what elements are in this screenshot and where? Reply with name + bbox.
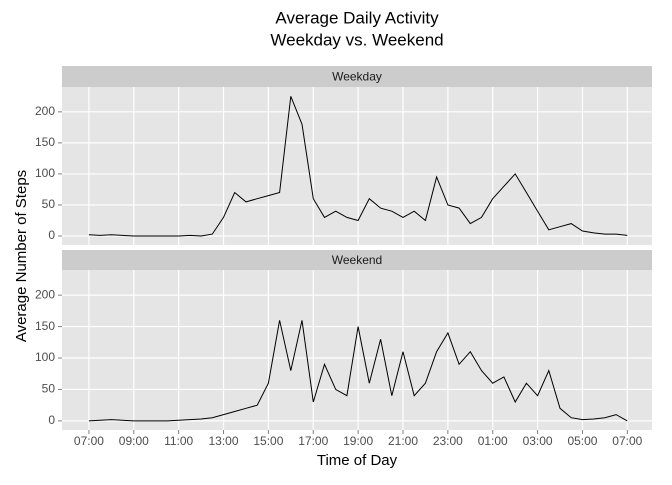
y-tick-label: 200 [35,287,55,301]
x-tick-label: 07:00 [612,434,642,448]
x-tick-label: 05:00 [567,434,597,448]
y-tick-label: 50 [42,197,56,211]
y-tick-label: 150 [35,135,55,149]
y-tick-label: 150 [35,319,55,333]
y-tick-label: 0 [48,228,55,242]
x-tick-label: 19:00 [343,434,373,448]
y-axis-label: Average Number of Steps [13,170,30,342]
x-tick-label: 09:00 [119,434,149,448]
x-tick-label: 13:00 [209,434,239,448]
x-tick-label: 15:00 [253,434,283,448]
x-tick-label: 23:00 [433,434,463,448]
x-tick-label: 01:00 [478,434,508,448]
x-tick-label: 07:00 [74,434,104,448]
data-line [88,96,628,237]
y-tick-label: 0 [48,413,55,427]
x-tick-label: 03:00 [523,434,553,448]
x-axis-label: Time of Day [317,452,398,469]
panel-background [62,87,652,245]
facet-strip [62,250,652,270]
x-tick-label: 11:00 [164,434,193,448]
y-tick-label: 100 [35,350,55,364]
chart-subtitle: Weekday vs. Weekend [270,30,443,49]
chart-title: Average Daily Activity [275,8,439,27]
x-tick-label: 21:00 [388,434,418,448]
y-tick-label: 100 [35,166,55,180]
y-tick-label: 50 [42,382,56,396]
facet-strip [62,66,652,87]
facet-label: Weekday [332,70,382,84]
facet-label: Weekend [332,253,382,267]
data-line [88,320,628,422]
y-tick-label: 200 [35,104,55,118]
panel-background [62,270,652,430]
x-tick-label: 17:00 [298,434,328,448]
